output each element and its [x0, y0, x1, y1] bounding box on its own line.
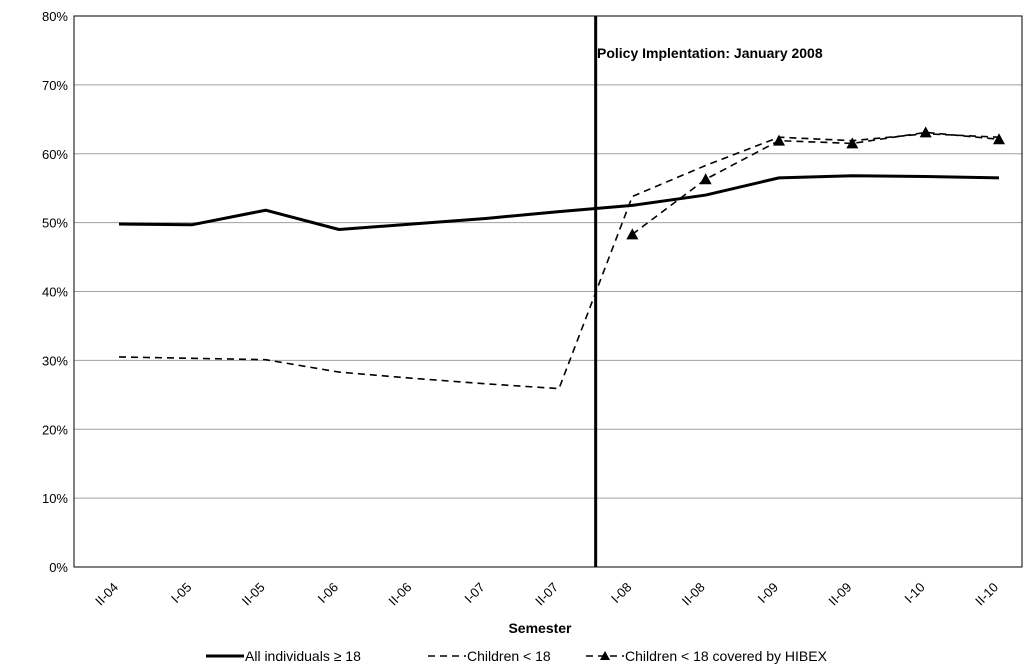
x-tick-label: II-09 [825, 580, 854, 609]
hibex-marker [626, 228, 639, 240]
legend: All individuals ≥ 18 Children < 18 Child… [206, 648, 828, 664]
y-tick-label: 80% [42, 9, 68, 24]
x-tick-label: II-04 [92, 580, 121, 609]
hibex-marker [919, 126, 932, 138]
x-tick-label: I-09 [755, 580, 781, 606]
x-axis-ticks: II-04 I-05 II-05 I-06 II-06 I-07 II-07 I-08 II-0… [92, 580, 1001, 609]
y-tick-label: 60% [42, 147, 68, 162]
hibex-marker [699, 173, 712, 185]
x-tick-label: I-06 [315, 580, 341, 606]
y-tick-label: 40% [42, 285, 68, 300]
x-tick-label: I-10 [901, 580, 927, 606]
y-tick-label: 30% [42, 353, 68, 368]
x-tick-label: II-05 [239, 580, 268, 609]
y-tick-label: 50% [42, 216, 68, 231]
y-tick-label: 0% [49, 560, 68, 575]
hibex-marker [993, 133, 1005, 145]
plot-area-frame [73, 15, 1023, 568]
series-line-1 [118, 132, 1000, 390]
legend-label-hibex: Children < 18 covered by HIBEX [625, 648, 828, 664]
policy-annotation: Policy Implentation: January 2008 [597, 45, 823, 61]
y-tick-label: 70% [42, 78, 68, 93]
x-tick-label: I-05 [168, 580, 194, 606]
x-tick-label: I-08 [608, 580, 634, 606]
legend-label-adults: All individuals ≥ 18 [245, 648, 361, 664]
series-lines [118, 126, 1005, 390]
x-tick-label: I-07 [461, 580, 487, 606]
series-line-2 [631, 131, 1000, 235]
x-tick-label: II-08 [679, 580, 708, 609]
y-axis-ticks: 0% 10% 20% 30% 40% 50% 60% 70% 80% [42, 9, 68, 575]
y-tick-label: 20% [42, 422, 68, 437]
gridlines [74, 84, 1022, 499]
x-tick-label: II-07 [532, 580, 561, 609]
hibex-marker [773, 134, 785, 146]
y-tick-label: 10% [42, 491, 68, 506]
hibex-marker [846, 137, 859, 149]
x-tick-label: II-06 [385, 580, 414, 609]
x-axis-title: Semester [508, 620, 572, 636]
x-tick-label: II-10 [972, 580, 1001, 609]
series-line-0 [118, 174, 1000, 232]
legend-marker-hibex [600, 651, 610, 660]
legend-label-children: Children < 18 [467, 648, 551, 664]
